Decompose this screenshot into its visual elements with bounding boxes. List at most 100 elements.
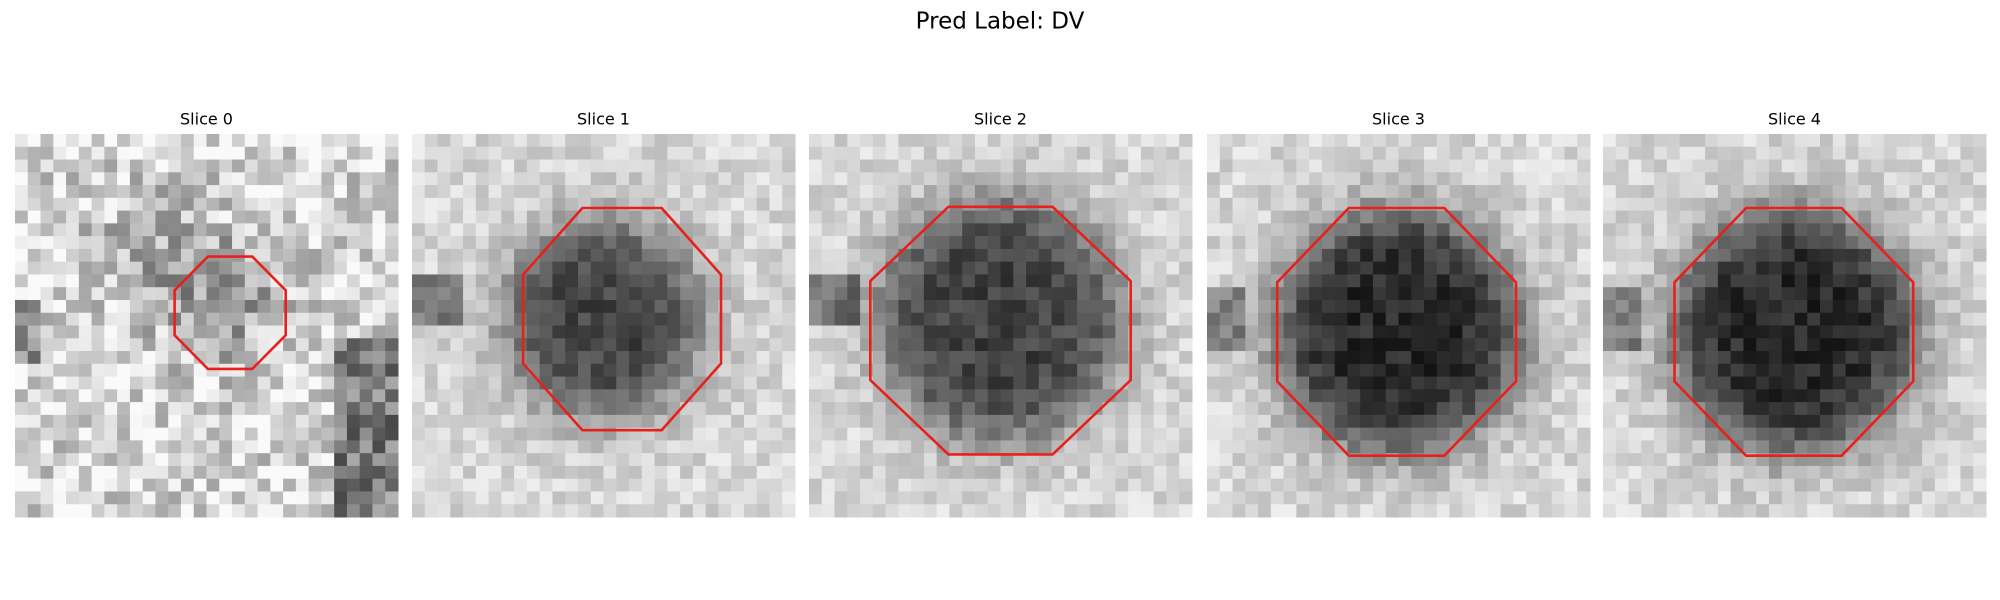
pixel [590, 274, 604, 288]
pixel [1756, 223, 1770, 237]
pixel [590, 478, 604, 492]
pixel [1128, 402, 1142, 416]
pixel [962, 146, 976, 161]
pixel [1934, 223, 1949, 237]
pixel [1013, 465, 1027, 480]
pixel [488, 414, 502, 429]
pixel [1219, 491, 1234, 505]
pixel [1922, 287, 1936, 301]
pixel [1871, 414, 1885, 429]
pixel [731, 159, 745, 173]
pixel [308, 325, 322, 339]
pixel [1449, 248, 1463, 263]
pixel [1781, 351, 1795, 365]
pixel [1436, 223, 1451, 237]
pixel [372, 236, 386, 250]
pixel [1153, 453, 1167, 467]
pixel [1000, 453, 1014, 467]
pixel [1832, 414, 1847, 429]
pixel [769, 236, 783, 250]
pixel [1360, 287, 1374, 301]
pixel [1871, 159, 1885, 173]
pixel [206, 478, 220, 492]
pixel [769, 146, 783, 161]
pixel [424, 491, 439, 505]
pixel [1577, 325, 1591, 339]
pixel [654, 210, 668, 224]
pixel [974, 465, 989, 480]
pixel [1526, 287, 1540, 301]
pixel [1743, 299, 1757, 314]
pixel [129, 402, 144, 416]
pixel [974, 351, 989, 365]
pixel [692, 312, 707, 326]
pixel [501, 185, 515, 199]
pixel [692, 465, 707, 480]
pixel [1603, 197, 1617, 212]
pixel [1258, 261, 1272, 275]
pixel [1140, 440, 1155, 454]
pixel [1487, 134, 1502, 148]
pixel [1385, 440, 1399, 454]
pixel [334, 325, 348, 339]
pixel [27, 338, 42, 352]
pixel [1947, 351, 1961, 365]
pixel [1871, 299, 1885, 314]
pixel [1000, 185, 1014, 199]
pixel [590, 338, 604, 352]
pixel [1102, 414, 1116, 429]
pixel [1102, 172, 1116, 186]
pixel [78, 185, 93, 199]
pixel [821, 248, 836, 263]
pixel [1245, 491, 1259, 505]
pixel [450, 363, 464, 378]
pixel [847, 312, 861, 326]
pixel [1232, 172, 1246, 186]
pixel [1309, 440, 1323, 454]
pixel [1026, 453, 1040, 467]
pixel [641, 159, 656, 173]
pixel [1258, 274, 1272, 288]
pixel [1883, 363, 1898, 378]
pixel [1883, 312, 1898, 326]
pixel [1577, 146, 1591, 161]
pixel [270, 223, 284, 237]
pixel [142, 465, 156, 480]
pixel [1781, 325, 1795, 339]
pixel [129, 338, 144, 352]
pixel [475, 402, 490, 416]
pixel [346, 172, 361, 186]
pixel [1628, 172, 1642, 186]
pixel [488, 325, 502, 339]
pixel [321, 325, 335, 339]
pixel [1513, 261, 1527, 275]
pixel [1219, 338, 1234, 352]
pixel [1564, 325, 1578, 339]
pixel [911, 453, 925, 467]
pixel [1858, 287, 1872, 301]
pixel [590, 159, 604, 173]
pixel [1385, 402, 1399, 416]
pixel [936, 287, 950, 301]
pixel [1128, 223, 1142, 237]
pixel [142, 414, 156, 429]
pixel [219, 325, 233, 339]
pixel [1500, 504, 1514, 518]
pixel [1538, 351, 1553, 365]
pixel [1077, 197, 1091, 212]
pixel [91, 491, 105, 505]
pixel [1934, 453, 1949, 467]
pixel [1115, 312, 1129, 326]
pixel [641, 287, 656, 301]
pixel [1947, 338, 1961, 352]
pixel [359, 491, 373, 505]
pixel [270, 312, 284, 326]
pixel [809, 465, 823, 480]
pixel [641, 236, 656, 250]
pixel [1794, 478, 1808, 492]
pixel [1051, 453, 1065, 467]
pixel [1013, 376, 1027, 390]
pixel [1947, 376, 1961, 390]
pixel [1411, 159, 1425, 173]
pixel [308, 248, 322, 263]
